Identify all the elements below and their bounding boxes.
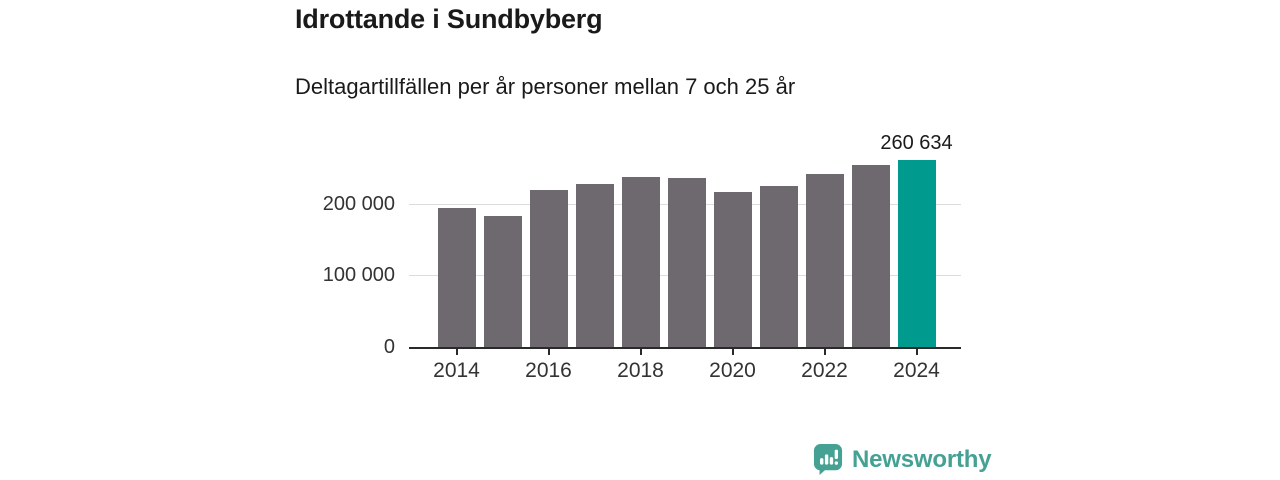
bar xyxy=(529,189,568,347)
x-axis-tick-label: 2024 xyxy=(893,359,940,382)
y-axis-tick-label: 100 000 xyxy=(322,264,395,287)
x-axis-tick-mark xyxy=(731,349,734,355)
bar xyxy=(575,184,614,347)
bar xyxy=(483,216,522,347)
chart-title: Idrottande i Sundbyberg xyxy=(295,4,603,34)
bar xyxy=(897,160,936,347)
y-axis-tick-label: 0 xyxy=(383,336,395,358)
y-axis-tick-label: 200 000 xyxy=(322,192,395,215)
bar xyxy=(851,165,890,347)
brand-wordmark: Newsworthy xyxy=(852,445,992,473)
x-axis-tick-mark xyxy=(823,349,826,355)
newsworthy-chart-bubble-icon xyxy=(813,443,843,476)
x-axis-tick-label: 2014 xyxy=(433,359,480,382)
bar xyxy=(437,207,476,347)
brand-footer: Newsworthy xyxy=(813,443,992,476)
x-axis-tick-mark xyxy=(915,349,918,355)
bar xyxy=(667,178,706,347)
bar xyxy=(621,176,660,347)
chart-subtitle: Deltagartillfällen per år personer mella… xyxy=(295,74,796,99)
x-axis-tick-label: 2020 xyxy=(709,359,756,382)
x-axis-line xyxy=(409,347,961,349)
bar xyxy=(713,191,752,347)
bar xyxy=(805,173,844,347)
x-axis-tick-label: 2022 xyxy=(801,359,848,382)
x-axis-tick-mark xyxy=(547,349,550,355)
x-axis-tick-mark xyxy=(455,349,458,355)
highlight-value-label: 260 634 xyxy=(880,132,953,155)
bar xyxy=(759,186,798,347)
x-axis-tick-label: 2018 xyxy=(617,359,664,382)
x-axis-tick-mark xyxy=(639,349,642,355)
x-axis-tick-label: 2016 xyxy=(525,359,572,382)
